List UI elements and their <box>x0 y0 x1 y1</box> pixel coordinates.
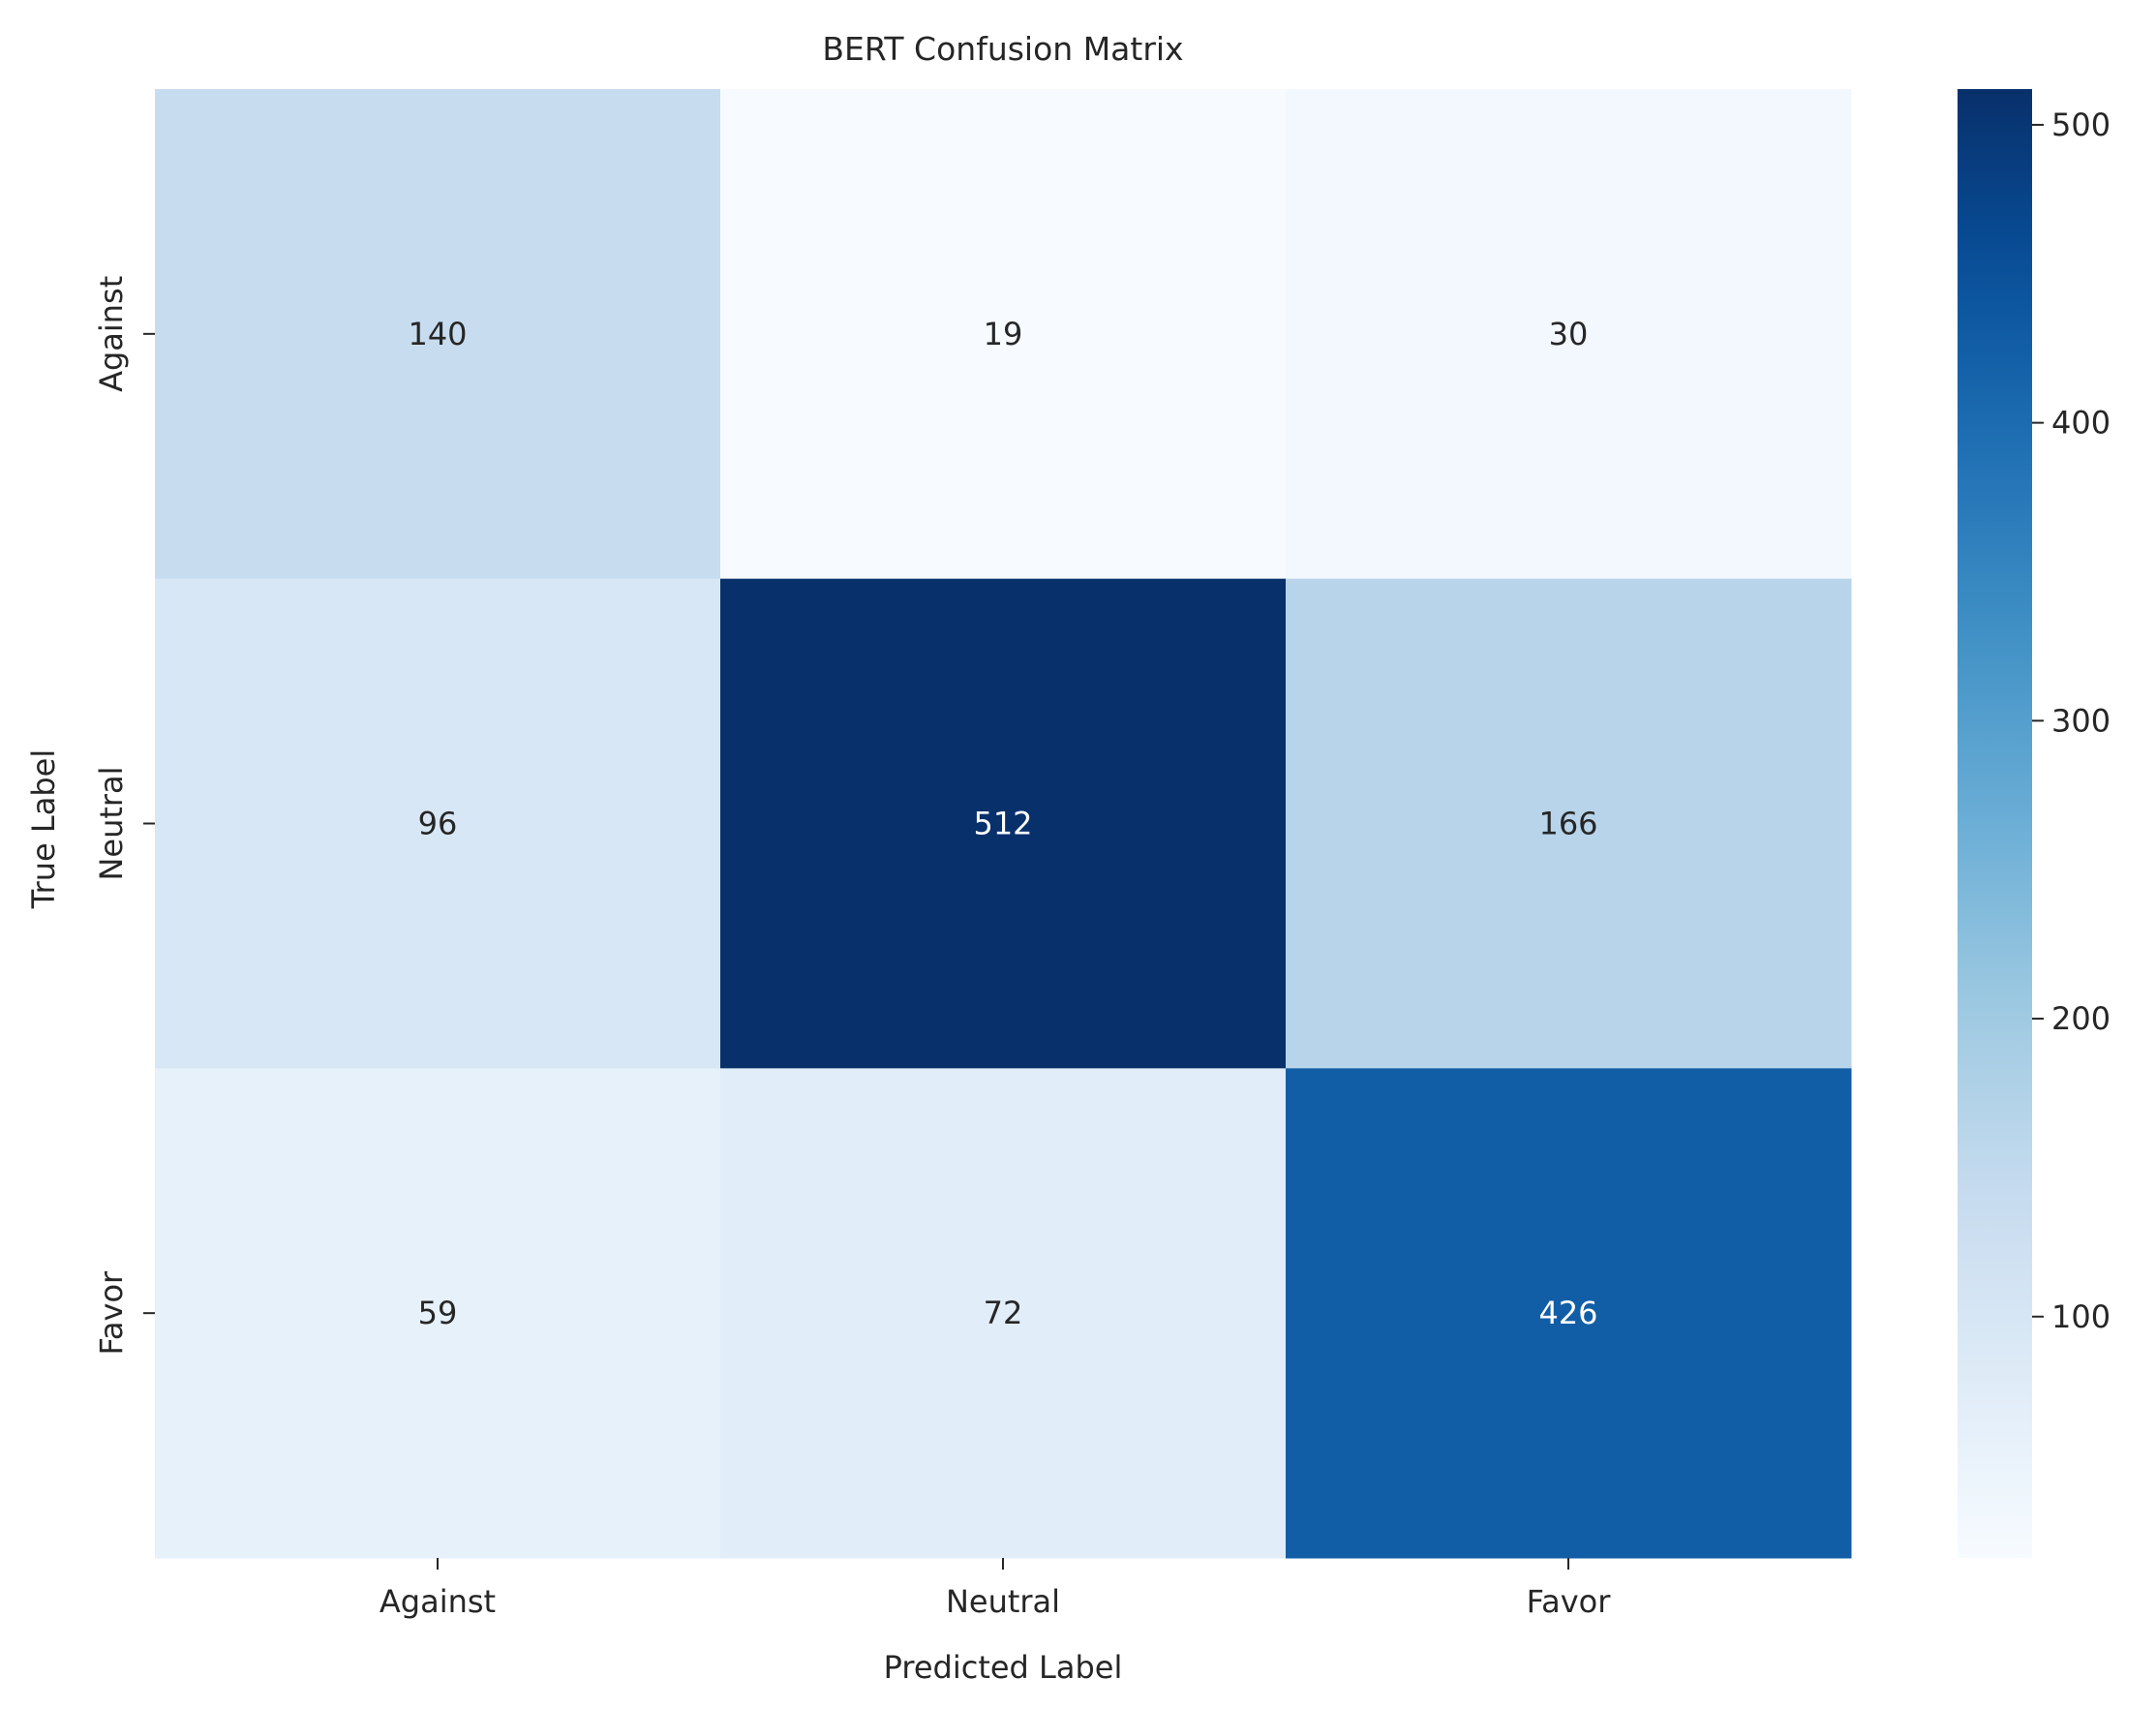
cell-value-label: 19 <box>984 316 1023 352</box>
colorbar-tick-label: 500 <box>2051 107 2110 143</box>
cell-value-label: 426 <box>1538 1295 1597 1331</box>
cell-value-label: 140 <box>408 316 467 352</box>
y-axis-ticks: Against Neutral Favor <box>93 276 155 1356</box>
x-tick-label: Against <box>380 1583 496 1620</box>
cell-value-label: 30 <box>1549 316 1589 352</box>
cell-value-label: 72 <box>984 1295 1023 1331</box>
heatmap-cell <box>155 578 721 1069</box>
cell-value-label: 166 <box>1538 806 1597 842</box>
heatmap-cell-labels: 140 19 30 96 512 166 59 72 426 <box>408 316 1597 1331</box>
cell-value-label: 96 <box>418 806 458 842</box>
cell-value-label: 59 <box>418 1295 458 1331</box>
y-tick-label: Neutral <box>93 766 130 880</box>
x-tick-label: Neutral <box>946 1583 1060 1620</box>
y-axis-label: True Label <box>25 749 62 909</box>
heatmap-cell <box>1286 89 1852 580</box>
heatmap-cell <box>155 89 721 580</box>
colorbar-tick-label: 100 <box>2051 1298 2110 1335</box>
colorbar <box>1958 89 2032 1558</box>
heatmap-cells <box>155 89 1852 1559</box>
heatmap-cell <box>1286 578 1852 1069</box>
colorbar-ticks: 100 200 300 400 500 <box>2032 107 2110 1335</box>
colorbar-tick-label: 400 <box>2051 405 2110 442</box>
y-tick-label: Against <box>93 276 130 392</box>
heatmap-cell <box>1286 1068 1852 1559</box>
heatmap-cell <box>155 1068 721 1559</box>
x-axis-label: Predicted Label <box>884 1649 1123 1686</box>
heatmap-cell <box>720 89 1287 580</box>
heatmap-cell <box>720 578 1287 1069</box>
x-tick-label: Favor <box>1527 1583 1612 1620</box>
colorbar-tick-label: 300 <box>2051 702 2110 739</box>
colorbar-tick-label: 200 <box>2051 1000 2110 1037</box>
y-tick-label: Favor <box>93 1270 130 1356</box>
cell-value-label: 512 <box>973 806 1032 842</box>
chart-title: BERT Confusion Matrix <box>822 30 1183 68</box>
heatmap-cell <box>720 1068 1287 1559</box>
x-axis-ticks: Against Neutral Favor <box>380 1558 1611 1620</box>
